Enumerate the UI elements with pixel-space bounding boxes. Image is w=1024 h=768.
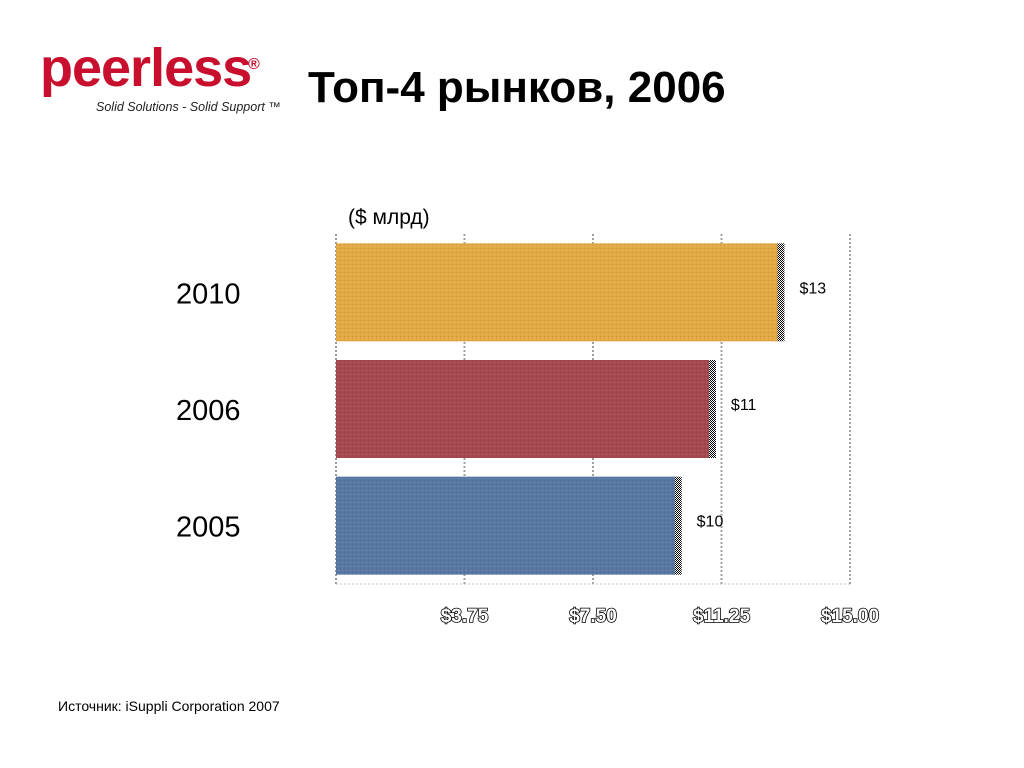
logo-registered-mark: ® bbox=[248, 56, 260, 73]
logo-tagline: Solid Solutions - Solid Support ™ bbox=[96, 100, 281, 114]
bar-texture bbox=[336, 243, 778, 342]
value-label: $10 bbox=[697, 514, 724, 531]
bar-texture bbox=[336, 476, 675, 575]
logo-wordmark: peerless bbox=[40, 38, 252, 98]
slide-title: Топ-4 рынков, 2006 bbox=[308, 63, 726, 112]
x-tick-label: $15.00 bbox=[821, 606, 879, 627]
chart-unit-label: ($ млрд) bbox=[348, 206, 430, 229]
x-tick-label: $3.75 bbox=[441, 606, 489, 627]
peerless-logo: peerless ® Solid Solutions - Solid Suppo… bbox=[40, 38, 282, 120]
bar-texture bbox=[336, 360, 709, 458]
x-tick-label: $11.25 bbox=[693, 606, 750, 627]
x-tick-label: $7.50 bbox=[569, 606, 617, 627]
category-label: 2006 bbox=[176, 395, 241, 427]
value-label: $11 bbox=[731, 397, 757, 414]
source-note: Источник: iSuppli Corporation 2007 bbox=[58, 698, 280, 714]
bar-shadow bbox=[775, 243, 785, 342]
category-label: 2005 bbox=[176, 512, 241, 544]
bar-shadow bbox=[706, 360, 716, 458]
bar-shadow bbox=[672, 476, 682, 575]
value-label: $13 bbox=[799, 280, 826, 297]
category-label: 2010 bbox=[176, 278, 241, 310]
